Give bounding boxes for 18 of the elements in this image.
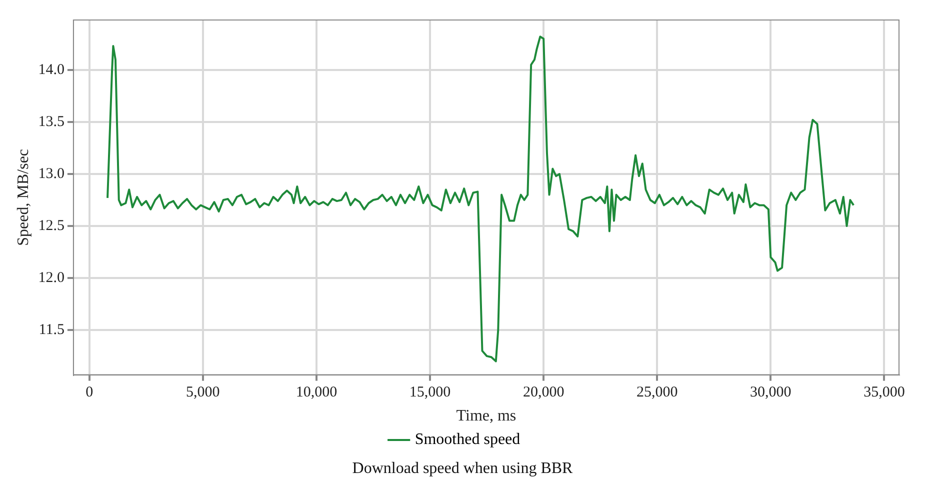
y-tick-label: 11.5: [38, 322, 64, 338]
x-tick-label: 15,000: [409, 384, 451, 401]
x-tick-label: 5,000: [186, 384, 220, 401]
x-tick-label: 10,000: [296, 384, 338, 401]
y-tick-label: 12.0: [38, 270, 64, 286]
y-tick-label: 12.5: [38, 218, 64, 234]
x-tick-label: 0: [86, 384, 94, 401]
y-tick-label: 14.0: [38, 62, 64, 78]
legend-label: Smoothed speed: [414, 431, 520, 448]
x-tick-label: 30,000: [750, 384, 792, 401]
text: Download speed when using BBR: [351, 460, 574, 478]
x-tick-label: 20,000: [522, 384, 564, 401]
y-tick-label: 13.5: [38, 114, 64, 130]
x-axis-title: Time, ms: [456, 408, 516, 425]
x-tick-label: 25,000: [636, 384, 678, 401]
x-tick-label: 35,000: [864, 384, 905, 401]
y-tick-label: 13.0: [38, 166, 64, 182]
y-axis-title: Speed, MB/sec: [14, 148, 32, 246]
